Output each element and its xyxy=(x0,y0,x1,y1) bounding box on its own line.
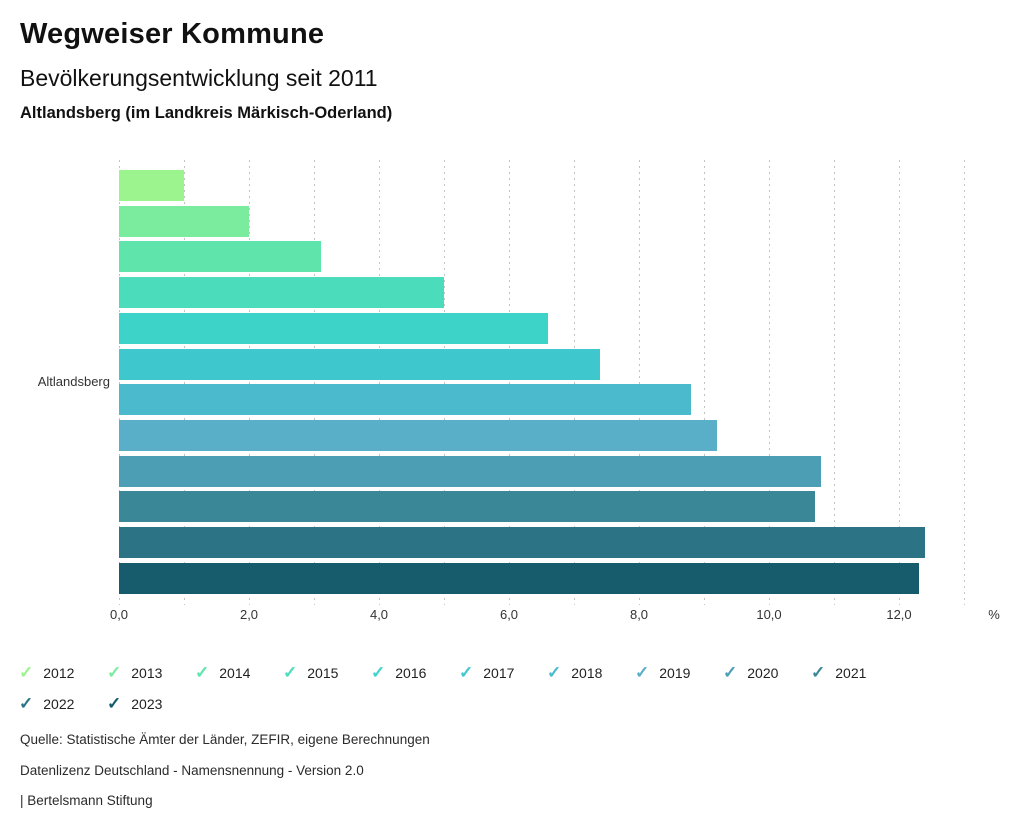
gridline xyxy=(314,160,315,605)
x-tick-label: 0,0 xyxy=(109,607,129,622)
x-axis: % 0,0 2,0 4,0 6,0 8,0 10,0 12,0 xyxy=(110,607,1024,625)
x-tick-label: 10,0 xyxy=(756,607,782,622)
plot-area xyxy=(119,160,965,605)
checkmark-icon: ✓ xyxy=(723,663,738,682)
x-tick-label: 8,0 xyxy=(629,607,649,622)
legend-item-2014[interactable]: ✓ 2014 xyxy=(195,657,283,688)
legend-item-2013[interactable]: ✓ 2013 xyxy=(107,657,195,688)
legend-item-2015[interactable]: ✓ 2015 xyxy=(283,657,371,688)
gridline xyxy=(509,160,510,605)
legend-item-label: 2021 xyxy=(835,664,867,681)
legend-item-label: 2013 xyxy=(131,664,163,681)
checkmark-icon: ✓ xyxy=(195,663,210,682)
bar-2012[interactable] xyxy=(119,170,184,201)
bar-2018[interactable] xyxy=(119,384,691,416)
checkmark-icon: ✓ xyxy=(547,663,562,682)
gridline xyxy=(444,160,445,605)
footer-license: Datenlizenz Deutschland - Namensnennung … xyxy=(20,763,364,778)
gridline xyxy=(899,160,900,605)
checkmark-icon: ✓ xyxy=(107,694,122,713)
checkmark-icon: ✓ xyxy=(283,663,298,682)
x-tick-label: 2,0 xyxy=(239,607,259,622)
legend-item-2012[interactable]: ✓ 2012 xyxy=(19,657,107,688)
gridline xyxy=(964,160,965,605)
checkmark-icon: ✓ xyxy=(19,694,34,713)
legend-item-2020[interactable]: ✓ 2020 xyxy=(723,657,811,688)
legend-item-2022[interactable]: ✓ 2022 xyxy=(19,688,107,719)
checkmark-icon: ✓ xyxy=(459,663,474,682)
bar-2019[interactable] xyxy=(119,419,717,451)
legend-item-label: 2018 xyxy=(571,664,603,681)
legend-item-2019[interactable]: ✓ 2019 xyxy=(635,657,723,688)
gridline xyxy=(769,160,770,605)
checkmark-icon: ✓ xyxy=(19,663,34,682)
legend-item-2016[interactable]: ✓ 2016 xyxy=(371,657,459,688)
bar-2013[interactable] xyxy=(119,205,249,237)
legend-item-label: 2019 xyxy=(659,664,691,681)
bar-2015[interactable] xyxy=(119,277,444,309)
bar-2014[interactable] xyxy=(119,241,321,273)
legend-item-2021[interactable]: ✓ 2021 xyxy=(811,657,899,688)
bar-2023[interactable] xyxy=(119,562,919,594)
x-tick-label: 12,0 xyxy=(886,607,912,622)
checkmark-icon: ✓ xyxy=(107,663,122,682)
bar-2016[interactable] xyxy=(119,312,548,344)
x-tick-label: 4,0 xyxy=(369,607,389,622)
gridline xyxy=(834,160,835,605)
chart-title: Bevölkerungsentwicklung seit 2011 xyxy=(20,65,378,91)
legend: ✓ 2012 ✓ 2013 ✓ 2014 ✓ 2015 ✓ 2016 ✓ 2017 ✓ 2018 ✓ 2019… xyxy=(19,657,899,719)
footer-attribution: | Bertelsmann Stiftung xyxy=(20,793,153,808)
gridline xyxy=(119,160,120,605)
bar-2017[interactable] xyxy=(119,348,600,380)
app-title: Wegweiser Kommune xyxy=(20,18,325,50)
legend-item-label: 2014 xyxy=(219,664,251,681)
checkmark-icon: ✓ xyxy=(371,663,386,682)
gridline xyxy=(574,160,575,605)
footer-source: Quelle: Statistische Ämter der Länder, Z… xyxy=(20,732,430,747)
legend-item-2017[interactable]: ✓ 2017 xyxy=(459,657,547,688)
gridline xyxy=(639,160,640,605)
gridline xyxy=(704,160,705,605)
checkmark-icon: ✓ xyxy=(811,663,826,682)
legend-item-2023[interactable]: ✓ 2023 xyxy=(107,688,195,719)
legend-item-label: 2012 xyxy=(43,664,75,681)
bar-2020[interactable] xyxy=(119,455,821,487)
legend-item-label: 2022 xyxy=(43,695,75,712)
gridline xyxy=(184,160,185,605)
legend-item-2018[interactable]: ✓ 2018 xyxy=(547,657,635,688)
x-tick-label: 6,0 xyxy=(499,607,519,622)
legend-item-label: 2016 xyxy=(395,664,427,681)
legend-item-label: 2015 xyxy=(307,664,339,681)
bar-2022[interactable] xyxy=(119,527,925,558)
x-axis-unit-label: % xyxy=(988,607,1000,622)
bar-2021[interactable] xyxy=(119,491,815,523)
legend-item-label: 2017 xyxy=(483,664,515,681)
location-subtitle: Altlandsberg (im Landkreis Märkisch-Oder… xyxy=(20,104,393,122)
y-axis-category-label: Altlandsberg xyxy=(37,374,110,389)
legend-item-label: 2023 xyxy=(131,695,163,712)
legend-item-label: 2020 xyxy=(747,664,779,681)
gridline xyxy=(249,160,250,605)
checkmark-icon: ✓ xyxy=(635,663,650,682)
gridline xyxy=(379,160,380,605)
